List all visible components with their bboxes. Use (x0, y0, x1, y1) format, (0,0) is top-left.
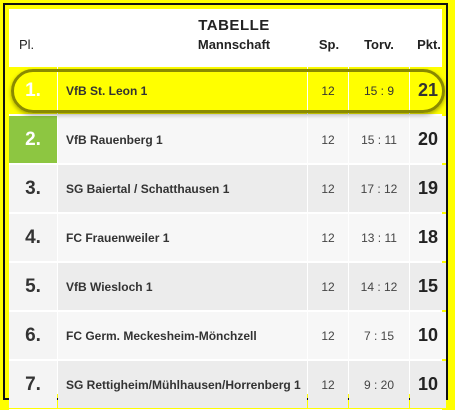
points: 20 (410, 116, 446, 163)
table-row: 3. SG Baiertal / Schatthausen 1 12 17 : … (9, 165, 446, 214)
rank-cell: 4. (9, 214, 57, 261)
points: 15 (410, 263, 446, 310)
table-header: Pl. TABELLE Mannschaft Sp. Torv. Pkt. (9, 9, 442, 67)
header-team: Mannschaft (197, 37, 271, 52)
rank-cell: 1. (9, 67, 57, 114)
header-pkt: Pkt. (417, 37, 441, 52)
goal-ratio: 15 : 11 (349, 116, 409, 163)
header-pl: Pl. (19, 37, 35, 52)
points: 19 (410, 165, 446, 212)
team-name: SG Rettigheim/Mühlhausen/Horrenberg 1 (58, 361, 307, 408)
games-played: 12 (308, 312, 348, 359)
standings-table: Pl. TABELLE Mannschaft Sp. Torv. Pkt. 1.… (9, 9, 446, 410)
header-torv: Torv. (364, 37, 394, 52)
points: 10 (410, 361, 446, 408)
team-name: VfB St. Leon 1 (58, 67, 307, 114)
rank-cell: 5. (9, 263, 57, 310)
games-played: 12 (308, 67, 348, 114)
team-name: SG Baiertal / Schatthausen 1 (58, 165, 307, 212)
header-sp: Sp. (318, 37, 340, 52)
goal-ratio: 14 : 12 (349, 263, 409, 310)
goal-ratio: 17 : 12 (349, 165, 409, 212)
team-name: FC Germ. Meckesheim-Mönchzell (58, 312, 307, 359)
goal-ratio: 7 : 15 (349, 312, 409, 359)
games-played: 12 (308, 116, 348, 163)
games-played: 12 (308, 214, 348, 261)
rank-cell: 7. (9, 361, 57, 408)
rank-cell: 2. (9, 116, 57, 163)
points: 21 (410, 67, 446, 114)
team-name: FC Frauenweiler 1 (58, 214, 307, 261)
team-name: VfB Wiesloch 1 (58, 263, 307, 310)
games-played: 12 (308, 361, 348, 408)
table-row: 7. SG Rettigheim/Mühlhausen/Horrenberg 1… (9, 361, 446, 410)
table-row: 4. FC Frauenweiler 1 12 13 : 11 18 (9, 214, 446, 263)
table-rows: 1. VfB St. Leon 1 12 15 : 9 21 2. VfB Ra… (9, 67, 446, 410)
table-title: TABELLE (198, 17, 270, 34)
games-played: 12 (308, 165, 348, 212)
table-row: 6. FC Germ. Meckesheim-Mönchzell 12 7 : … (9, 312, 446, 361)
points: 10 (410, 312, 446, 359)
goal-ratio: 13 : 11 (349, 214, 409, 261)
table-row: 1. VfB St. Leon 1 12 15 : 9 21 (9, 67, 446, 116)
rank-cell: 6. (9, 312, 57, 359)
goal-ratio: 9 : 20 (349, 361, 409, 408)
goal-ratio: 15 : 9 (349, 67, 409, 114)
points: 18 (410, 214, 446, 261)
team-name: VfB Rauenberg 1 (58, 116, 307, 163)
table-row: 5. VfB Wiesloch 1 12 14 : 12 15 (9, 263, 446, 312)
table-row: 2. VfB Rauenberg 1 12 15 : 11 20 (9, 116, 446, 165)
rank-cell: 3. (9, 165, 57, 212)
games-played: 12 (308, 263, 348, 310)
table-frame: Pl. TABELLE Mannschaft Sp. Torv. Pkt. 1.… (3, 3, 448, 410)
